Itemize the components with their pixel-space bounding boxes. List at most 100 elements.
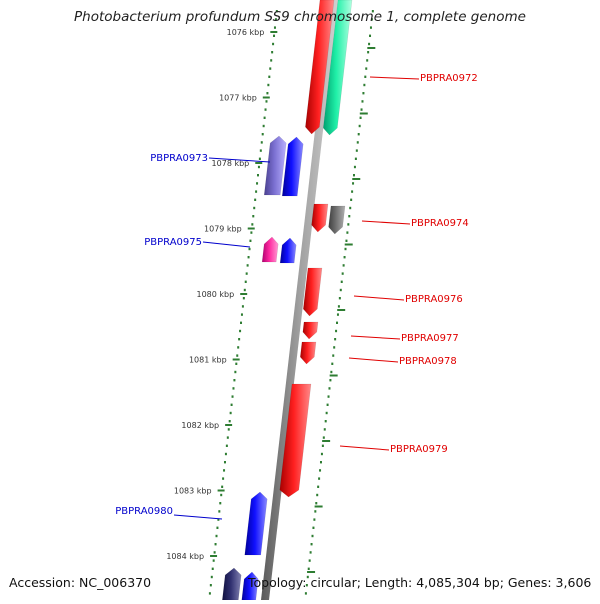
gene-label[interactable]: PBPRA0974	[411, 218, 469, 229]
scale-dot	[274, 18, 277, 21]
gene-arrow[interactable]	[311, 203, 329, 233]
scale-dot	[228, 420, 231, 423]
scale-dot	[270, 59, 273, 62]
scale-dot	[330, 370, 333, 374]
scale-dot	[306, 575, 309, 579]
scale-dot	[319, 469, 322, 472]
kbp-tick-label: 1082 kbp	[181, 421, 219, 430]
scale-dot	[334, 338, 337, 341]
scale-dot	[322, 436, 325, 439]
gene-label[interactable]: PBPRA0972	[420, 73, 478, 84]
kbp-tick-label: 1078 kbp	[212, 159, 250, 168]
scale-dot	[230, 403, 233, 406]
scale-dot	[369, 34, 372, 37]
gene-label-leader	[353, 295, 405, 301]
gene-label-leader	[339, 445, 390, 451]
scale-dot	[227, 428, 230, 431]
scale-dot	[209, 584, 212, 587]
scale-dot	[261, 133, 264, 136]
scale-dot	[318, 477, 321, 480]
kbp-tick-label: 1079 kbp	[204, 225, 242, 234]
scale-dot	[240, 313, 243, 316]
gene-arrow[interactable]	[300, 341, 317, 365]
scale-dot	[251, 223, 254, 226]
gene-arrow[interactable]	[328, 205, 346, 235]
scale-dot	[368, 42, 371, 46]
scale-dot	[252, 215, 255, 218]
scale-dot	[226, 436, 229, 439]
scale-dot	[222, 477, 225, 480]
gene-label[interactable]: PBPRA0979	[390, 444, 448, 455]
scale-dot	[313, 518, 316, 521]
scale-dot	[267, 83, 270, 87]
scale-dot	[338, 297, 341, 300]
scale-dot	[224, 452, 227, 456]
scale-dot	[214, 543, 217, 546]
scale-dot	[231, 395, 234, 398]
scale-dot	[233, 379, 236, 382]
scale-dot	[221, 485, 224, 488]
gene-arrow[interactable]	[261, 236, 279, 263]
scale-dot	[249, 239, 252, 242]
gene-arrow[interactable]	[279, 383, 312, 498]
scale-dot	[266, 92, 269, 95]
scale-dot	[363, 83, 366, 87]
gene-arrow[interactable]	[222, 567, 242, 601]
scale-dot	[258, 157, 261, 160]
scale-dot	[208, 592, 211, 595]
gene-arrow[interactable]	[281, 136, 304, 197]
scale-dot	[242, 297, 245, 300]
gene-label[interactable]: PBPRA0977	[401, 333, 459, 344]
scale-dot	[341, 272, 344, 275]
scale-dot	[256, 182, 259, 185]
genome-title: Photobacterium profundum SS9 chromosome …	[74, 9, 526, 25]
scale-dot	[360, 108, 363, 111]
scale-dot	[339, 288, 342, 292]
gene-label[interactable]: PBPRA0973	[150, 153, 208, 164]
scale-dot	[311, 534, 314, 538]
gene-arrow[interactable]	[279, 237, 297, 264]
scale-dot	[273, 34, 276, 37]
tick-layer	[208, 10, 376, 595]
gene-label[interactable]: PBPRA0980	[115, 506, 173, 517]
kbp-tick-label: 1080 kbp	[196, 290, 234, 299]
gene-layer[interactable]	[222, 0, 353, 601]
kbp-tick-label: 1076 kbp	[227, 28, 265, 37]
scale-dot	[345, 239, 348, 242]
scale-dot	[329, 379, 332, 382]
scale-dot	[327, 395, 330, 398]
gene-label-leader	[173, 514, 223, 520]
scale-dot	[235, 362, 238, 365]
kbp-tick-label: 1084 kbp	[166, 552, 204, 561]
scale-dot	[213, 551, 216, 554]
scale-dot	[238, 338, 241, 341]
scale-dot	[324, 420, 327, 423]
scale-dot	[320, 452, 323, 456]
scale-dot	[331, 362, 334, 365]
gene-arrow[interactable]	[263, 135, 287, 196]
gene-arrow[interactable]	[305, 0, 335, 135]
gene-arrow[interactable]	[244, 491, 268, 556]
scale-dot	[336, 321, 339, 324]
scale-dot	[234, 370, 237, 374]
gene-label-leader	[361, 220, 411, 225]
gene-label[interactable]: PBPRA0976	[405, 294, 463, 305]
gene-arrow[interactable]	[302, 321, 319, 340]
scale-dot	[365, 67, 368, 70]
scale-dot	[215, 534, 218, 538]
backbone-line	[261, 0, 338, 600]
gene-label[interactable]: PBPRA0975	[144, 237, 202, 248]
scale-dot	[216, 526, 219, 529]
scale-dot	[246, 264, 249, 267]
gene-label[interactable]: PBPRA0978	[399, 356, 457, 367]
scale-dot	[337, 305, 340, 308]
scale-dot	[312, 526, 315, 529]
scale-dot	[223, 469, 226, 472]
gene-arrow[interactable]	[303, 267, 323, 317]
scale-dot	[358, 124, 361, 128]
gene-label-leader	[202, 241, 251, 248]
scale-dot	[349, 206, 352, 210]
gene-arrow[interactable]	[323, 0, 353, 136]
